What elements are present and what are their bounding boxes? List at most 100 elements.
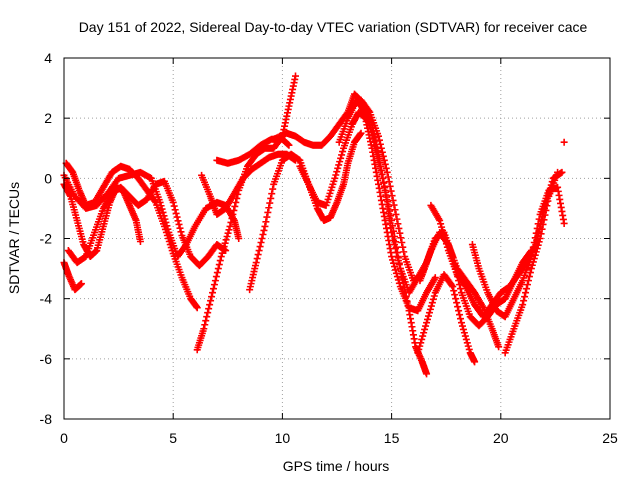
data-point-marker xyxy=(388,216,396,224)
data-point-marker xyxy=(532,248,540,256)
data-point-marker xyxy=(235,235,243,242)
data-point-marker xyxy=(530,255,538,263)
data-point-marker xyxy=(171,206,179,214)
data-point-marker xyxy=(222,236,230,244)
data-point-marker xyxy=(403,297,411,305)
data-point-marker xyxy=(256,243,264,251)
data-point-marker xyxy=(252,259,260,267)
data-point-marker xyxy=(425,309,433,317)
data-point-marker xyxy=(386,182,394,190)
data-point-marker xyxy=(394,220,402,228)
data-point-marker xyxy=(177,228,185,236)
data-point-marker xyxy=(397,269,405,277)
data-point-marker xyxy=(522,289,530,297)
data-point-marker xyxy=(535,238,543,246)
data-point-marker xyxy=(258,235,266,242)
data-point-marker xyxy=(448,281,456,289)
data-point-marker xyxy=(457,315,465,323)
data-point-marker xyxy=(380,179,388,187)
series-trace-16 xyxy=(427,168,566,321)
data-point-marker xyxy=(158,205,166,213)
data-point-marker xyxy=(212,273,220,281)
data-point-marker xyxy=(207,297,215,305)
data-point-marker xyxy=(385,202,393,210)
data-point-marker xyxy=(391,263,399,271)
data-point-marker xyxy=(377,144,385,152)
data-point-marker xyxy=(337,154,345,162)
data-point-marker xyxy=(391,266,399,274)
data-point-marker xyxy=(367,128,375,136)
data-point-marker xyxy=(519,301,527,309)
data-point-marker xyxy=(232,198,240,206)
data-point-marker xyxy=(266,199,274,207)
data-point-marker xyxy=(389,222,397,230)
data-point-marker xyxy=(209,289,217,297)
data-point-marker xyxy=(382,164,390,172)
data-point-marker xyxy=(458,322,466,330)
data-point-marker xyxy=(339,148,347,156)
series-trace-9 xyxy=(246,129,365,294)
x-tick-label: 15 xyxy=(384,430,400,446)
data-point-marker xyxy=(415,345,423,353)
data-point-marker xyxy=(200,325,208,333)
data-point-marker xyxy=(331,174,339,182)
series-trace-6 xyxy=(193,72,300,354)
data-point-marker xyxy=(164,225,172,233)
data-point-marker xyxy=(383,193,391,201)
data-point-marker xyxy=(176,224,184,232)
data-point-marker xyxy=(217,253,225,261)
data-point-marker xyxy=(388,192,396,200)
data-point-marker xyxy=(531,251,539,259)
data-point-marker xyxy=(387,212,395,220)
data-point-marker xyxy=(443,243,451,251)
data-point-marker xyxy=(437,220,445,228)
data-point-marker xyxy=(365,107,373,115)
data-point-marker xyxy=(372,146,380,154)
y-tick-label: 2 xyxy=(44,110,52,126)
data-point-marker xyxy=(172,209,180,217)
data-point-marker xyxy=(456,311,464,319)
data-point-marker xyxy=(376,140,384,148)
data-point-marker xyxy=(536,235,544,242)
data-point-marker xyxy=(151,197,159,205)
data-point-marker xyxy=(377,166,385,174)
data-point-marker xyxy=(389,196,397,204)
data-point-marker xyxy=(402,293,410,301)
data-point-marker xyxy=(216,257,224,265)
x-tick-label: 5 xyxy=(169,430,177,446)
data-point-marker xyxy=(416,342,424,350)
axis-ticks: 0 5 10 15 20 25 -8 -6 -4 -2 0 2 4 xyxy=(40,50,618,446)
data-point-marker xyxy=(526,269,534,277)
data-point-marker xyxy=(525,273,533,281)
data-point-marker xyxy=(471,358,479,366)
y-tick-label: 0 xyxy=(44,170,52,186)
data-point-marker xyxy=(391,232,399,240)
data-point-marker xyxy=(390,227,398,235)
data-point-marker xyxy=(229,210,237,218)
data-point-marker xyxy=(495,343,503,351)
data-point-marker xyxy=(419,332,427,340)
data-point-marker xyxy=(204,309,212,317)
data-point-marker xyxy=(523,281,531,289)
data-point-marker xyxy=(163,222,171,230)
data-point-marker xyxy=(441,237,449,245)
data-point-marker xyxy=(253,255,261,263)
data-point-marker xyxy=(376,162,384,170)
data-point-marker xyxy=(334,164,342,172)
data-point-marker xyxy=(424,312,432,320)
data-point-marker xyxy=(225,226,233,234)
data-point-marker xyxy=(520,297,528,305)
data-point-marker xyxy=(423,319,431,327)
data-point-marker xyxy=(210,281,218,289)
data-point-marker xyxy=(393,249,401,257)
series-trace-17 xyxy=(468,183,568,321)
data-point-marker xyxy=(333,168,341,176)
data-point-marker xyxy=(399,243,407,251)
y-tick-label: 4 xyxy=(44,50,52,66)
data-point-marker xyxy=(213,269,221,277)
data-point-marker xyxy=(220,243,228,251)
data-point-marker xyxy=(262,218,270,226)
data-point-marker xyxy=(335,161,343,169)
data-point-marker xyxy=(218,249,226,257)
data-point-marker xyxy=(463,339,471,347)
